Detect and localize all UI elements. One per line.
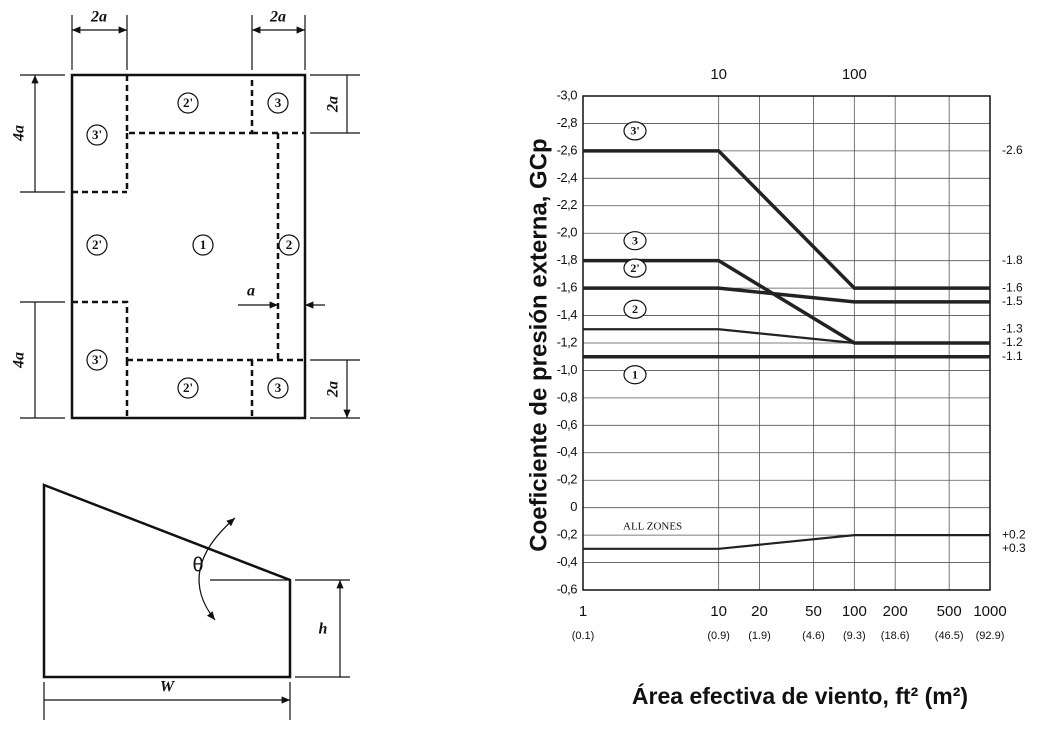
right-label: -1.6	[1002, 280, 1023, 294]
x-tick-label: 200	[883, 603, 908, 620]
y-tick-label: -0,4	[557, 554, 578, 569]
x-tick-label: 10	[710, 603, 727, 620]
right-label: -1.2	[1002, 335, 1023, 349]
angle-label: θ	[192, 554, 203, 576]
x-tick-sublabel: (1.9)	[748, 630, 771, 642]
section-outline	[42, 483, 292, 679]
y-tick-label: -1,2	[557, 334, 578, 349]
right-label: -1.1	[1002, 349, 1023, 363]
x-tick-sublabel: (46.5)	[935, 630, 964, 642]
series-label: 3	[632, 233, 638, 247]
x-tick-label: 500	[937, 603, 962, 620]
y-tick-label: -2,0	[557, 225, 578, 240]
zone-label: 2'	[92, 237, 102, 252]
y-tick-label: -3,0	[557, 87, 578, 102]
series-label: 1	[632, 367, 638, 381]
height-label: h	[319, 621, 328, 638]
series-line	[583, 534, 990, 550]
series-label-circle	[623, 121, 647, 141]
y-axis-label: Coeficiente de presión externa, GCp	[525, 138, 552, 551]
series-line	[583, 149, 990, 290]
x-tick-sublabel: (0.1)	[572, 630, 595, 642]
dim-label: 4a	[11, 352, 28, 369]
x-tick-sublabel: (18.6)	[881, 630, 910, 642]
zone-label: 1	[200, 237, 207, 252]
chart: Coeficiente de presión externa, GCp Área…	[525, 66, 1026, 709]
extension-lines	[43, 579, 350, 720]
dim-arrows	[44, 580, 340, 700]
y-tick-label: 0	[570, 499, 577, 514]
y-tick-label: -1,6	[557, 280, 578, 295]
series-line	[583, 328, 990, 345]
x-tick-label: 100	[842, 603, 867, 620]
y-tick-label: -1,0	[557, 362, 578, 377]
x-tick-label: 1000	[973, 603, 1006, 620]
x-tick-label: 1	[579, 603, 587, 620]
x-tick-sublabel: (9.3)	[843, 630, 866, 642]
y-tick-label: -0,2	[557, 527, 578, 542]
series-line	[583, 286, 990, 304]
y-tick-label: -2,2	[557, 197, 578, 212]
series-label-circle	[623, 299, 647, 319]
right-label: -1.5	[1002, 294, 1023, 308]
series-label-circle	[623, 258, 647, 278]
right-label: +0.2	[1002, 527, 1026, 541]
width-label: W	[160, 679, 176, 696]
zone-label: 2'	[183, 380, 193, 395]
x-tick-sublabel: (4.6)	[802, 630, 825, 642]
dim-label: a	[247, 283, 255, 300]
right-label: +0.3	[1002, 541, 1026, 555]
zone-label: 3'	[92, 127, 102, 142]
dim-label: 2a	[90, 9, 107, 26]
series-label: ALL ZONES	[623, 520, 682, 532]
dim-label: 4a	[11, 125, 28, 142]
y-tick-label: -0,2	[557, 472, 578, 487]
zone-label: 3	[275, 380, 282, 395]
angle-arc	[198, 517, 236, 621]
dim-label: 2a	[325, 381, 342, 398]
x-tick-label: 50	[805, 603, 822, 620]
y-tick-label: -2,8	[557, 115, 578, 130]
right-label: -1.8	[1002, 253, 1023, 267]
zone-label: 2'	[183, 95, 193, 110]
y-tick-label: -2,6	[557, 142, 578, 157]
zone-label: 3	[275, 95, 282, 110]
series-label: 2'	[630, 261, 639, 275]
y-tick-label: -0,8	[557, 389, 578, 404]
series-label: 2	[632, 302, 638, 316]
y-tick-label: -1,8	[557, 252, 578, 267]
y-tick-label: -0,4	[557, 444, 578, 459]
series-label-circle	[623, 365, 647, 385]
roof-plan: 2a 2a 4a 4a 2a 2a a 3' 2' 3 2' 1 2 3' 2'…	[11, 9, 360, 418]
right-label: -2.6	[1002, 143, 1023, 157]
y-tick-label: -0,6	[557, 581, 578, 596]
y-tick-label: -1,4	[557, 307, 578, 322]
x-tick-label: 20	[751, 603, 768, 620]
roof-section: θ h W	[42, 483, 350, 720]
zone-labels: 3' 2' 3 2' 1 2 3' 2' 3	[86, 92, 300, 399]
x2-tick-label: 10	[710, 66, 727, 83]
x-tick-sublabel: (0.9)	[707, 630, 730, 642]
right-label: -1.3	[1002, 321, 1023, 335]
zone-label: 3'	[92, 352, 102, 367]
x-tick-sublabel: (92.9)	[976, 630, 1005, 642]
y-tick-label: -0,6	[557, 417, 578, 432]
dim-label: 2a	[269, 9, 286, 26]
y-tick-label: -2,4	[557, 170, 578, 185]
dim-arrows	[35, 75, 347, 418]
series-label: 3'	[630, 124, 639, 138]
dim-label: 2a	[325, 96, 342, 113]
x2-tick-label: 100	[842, 66, 867, 83]
series-label-circle	[623, 231, 647, 251]
x-axis-label: Área efectiva de viento, ft² (m²)	[632, 682, 968, 709]
zone-label: 2	[286, 237, 293, 252]
